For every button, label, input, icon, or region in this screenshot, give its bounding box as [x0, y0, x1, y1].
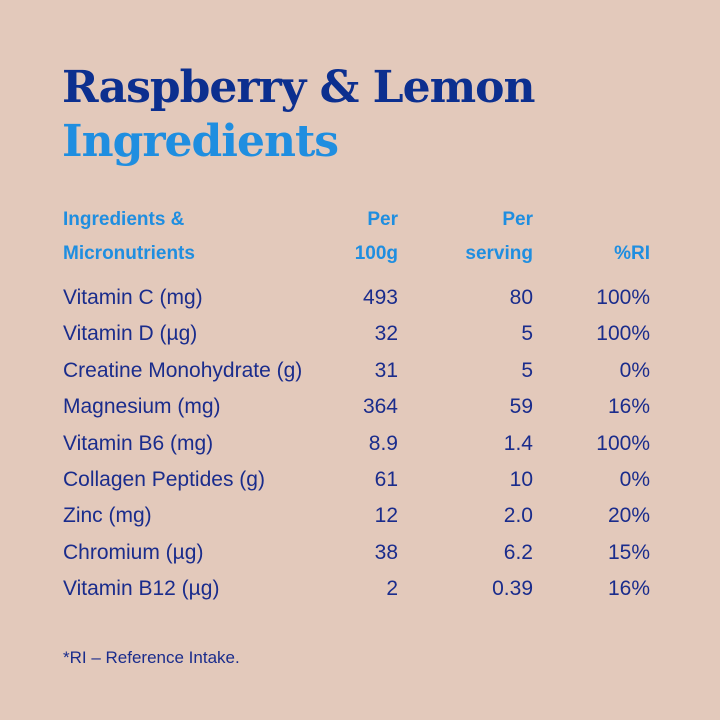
row-value: 493 — [362, 286, 398, 309]
row-value: 16% — [607, 395, 650, 419]
row-value: 5 — [521, 358, 533, 382]
header-cell: Per — [502, 209, 533, 230]
row-label: Vitamin B6 (mg) — [63, 431, 214, 455]
row-label: Zinc (mg) — [63, 504, 152, 528]
row-value: 10 — [509, 468, 533, 491]
row-value: 100% — [596, 286, 650, 309]
row-value: 20% — [607, 504, 650, 528]
header-cell: 100g — [354, 243, 398, 264]
header-cell: %RI — [614, 243, 650, 264]
row-value: 80 — [509, 286, 533, 309]
row-value: 12 — [374, 504, 398, 528]
row-label: Chromium (µg) — [63, 540, 204, 564]
header-cell: Per — [367, 209, 398, 230]
footnote: *RI – Reference Intake. — [63, 648, 240, 667]
row-value: 364 — [362, 395, 398, 419]
row-label: Vitamin D (µg) — [63, 322, 198, 346]
row-label: Magnesium (mg) — [63, 395, 221, 419]
header-cell: Ingredients & — [63, 209, 185, 230]
row-value: 31 — [374, 358, 398, 382]
row-value: 61 — [374, 468, 398, 491]
row-value: 5 — [521, 322, 533, 346]
row-label: Vitamin B12 (µg) — [63, 577, 220, 601]
title-line: Ingredients — [62, 116, 339, 167]
header-cell: Micronutrients — [63, 243, 195, 264]
row-value: 15% — [607, 540, 650, 564]
row-value: 0% — [619, 468, 650, 491]
row-value: 100% — [596, 431, 650, 455]
row-value: 1.4 — [503, 431, 533, 455]
row-value: 2.0 — [503, 504, 533, 528]
row-value: 2 — [386, 577, 398, 601]
row-value: 0% — [619, 358, 650, 382]
row-label: Vitamin C (mg) — [63, 286, 203, 309]
row-value: 100% — [596, 322, 650, 346]
row-value: 16% — [607, 577, 650, 601]
row-value: 0.39 — [492, 577, 533, 601]
row-value: 38 — [374, 540, 398, 564]
header-cell: serving — [465, 243, 533, 264]
row-label: Creatine Monohydrate (g) — [63, 358, 303, 382]
row-value: 32 — [374, 322, 398, 346]
row-value: 8.9 — [368, 431, 398, 455]
row-value: 6.2 — [503, 540, 533, 564]
title-line: Raspberry & Lemon — [62, 62, 535, 113]
row-value: 59 — [509, 395, 533, 419]
row-label: Collagen Peptides (g) — [63, 468, 265, 491]
